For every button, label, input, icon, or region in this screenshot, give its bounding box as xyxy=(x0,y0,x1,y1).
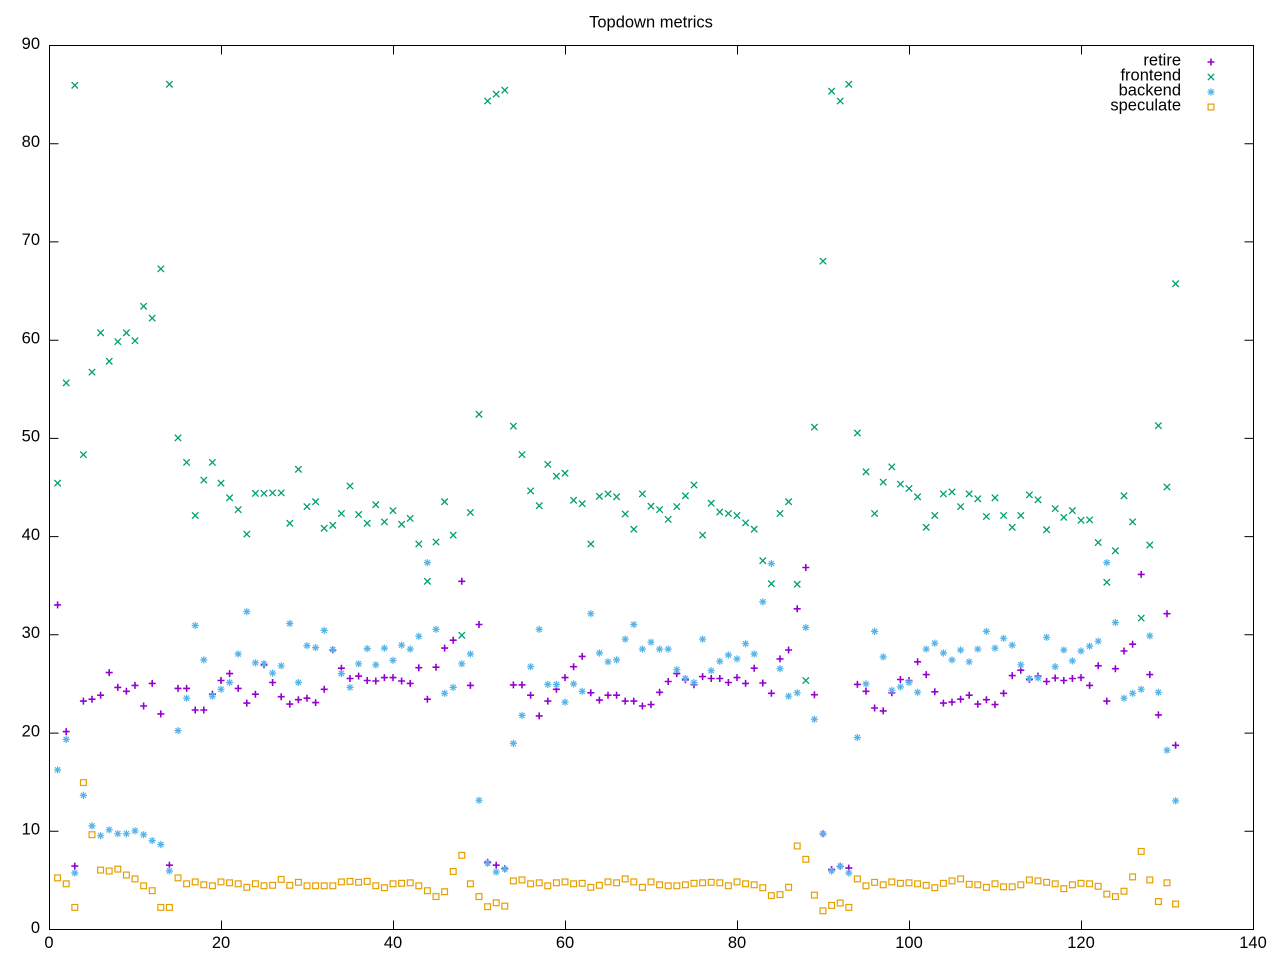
svg-text:frontend: frontend xyxy=(1120,67,1181,85)
svg-text:80: 80 xyxy=(728,934,746,952)
svg-text:0: 0 xyxy=(44,934,53,952)
svg-text:10: 10 xyxy=(22,821,40,839)
svg-text:80: 80 xyxy=(22,133,40,151)
svg-text:140: 140 xyxy=(1239,934,1267,952)
svg-text:120: 120 xyxy=(1067,934,1095,952)
svg-text:0: 0 xyxy=(31,919,40,937)
svg-text:70: 70 xyxy=(22,231,40,249)
svg-text:40: 40 xyxy=(384,934,402,952)
svg-text:speculate: speculate xyxy=(1110,97,1181,115)
svg-text:90: 90 xyxy=(22,35,40,53)
svg-text:backend: backend xyxy=(1119,82,1181,100)
svg-text:20: 20 xyxy=(212,934,230,952)
svg-text:60: 60 xyxy=(22,329,40,347)
svg-text:Topdown metrics: Topdown metrics xyxy=(589,13,713,31)
svg-text:30: 30 xyxy=(22,624,40,642)
svg-text:50: 50 xyxy=(22,428,40,446)
svg-text:20: 20 xyxy=(22,722,40,740)
svg-text:40: 40 xyxy=(22,526,40,544)
svg-text:60: 60 xyxy=(556,934,574,952)
svg-text:100: 100 xyxy=(895,934,923,952)
svg-text:retire: retire xyxy=(1143,52,1181,70)
